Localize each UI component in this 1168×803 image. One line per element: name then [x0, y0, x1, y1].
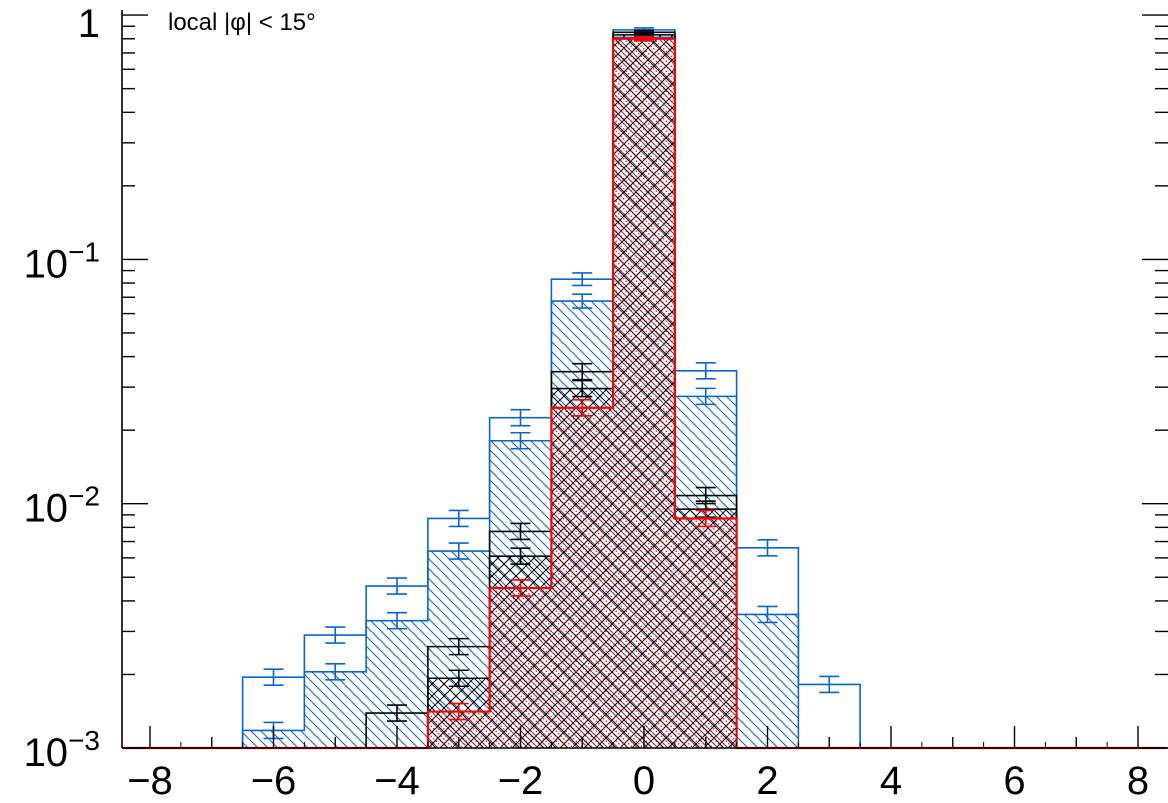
x-tick-label: 0: [633, 759, 655, 803]
series-0-error-bar: [387, 577, 407, 595]
series-1-error-bar: [448, 542, 469, 560]
series-4-error-bar: [510, 579, 531, 597]
series-0-error-bar: [757, 538, 778, 557]
y-tick-label: 10−3: [24, 725, 100, 775]
y-tick-label: 10−2: [24, 481, 100, 531]
series-0-error-bar: [448, 509, 469, 528]
series-1-error-bar: [757, 605, 778, 624]
series-group: [122, 27, 1166, 750]
series-0-error-bar: [819, 675, 840, 694]
selection-annotation: local |φ| < 15°: [168, 9, 316, 36]
series-1-error-bar: [695, 387, 716, 406]
series-1-error-bar: [510, 431, 531, 450]
series-0-error-bar: [695, 361, 716, 380]
series-0-error-bar: [263, 668, 284, 686]
series-4-bin-fill: [674, 518, 737, 748]
x-tick-label: 6: [1003, 759, 1025, 803]
axes-group: [121, 10, 1168, 749]
series-0-error-bar: [325, 626, 346, 644]
series-2-error-bar: [572, 362, 593, 381]
series-4-bin-fill: [489, 587, 552, 748]
x-tick-label: 8: [1127, 759, 1149, 803]
tick-labels-group: −8 −6 −4 −2 0 2 4 6 8 1 10−1 10−2 10−3: [24, 2, 1150, 803]
series-4-error-bar: [695, 509, 716, 528]
x-tick-label: −8: [127, 759, 173, 803]
x-tick-label: −2: [498, 759, 544, 803]
y-tick-label: 1: [78, 2, 100, 46]
series-2-error-bar: [387, 704, 407, 722]
series-1-error-bar: [325, 663, 346, 681]
series-4-bin-fill: [551, 407, 614, 748]
x-tick-label: 2: [756, 759, 778, 803]
series-1-error-bar: [572, 293, 593, 309]
series-4-error-bar: [448, 702, 469, 721]
series-3-error-bar: [448, 669, 469, 688]
series-0-error-bar: [510, 408, 531, 427]
series-4-bin-fill: [613, 38, 675, 748]
y-tick-label: 10−1: [24, 236, 100, 286]
series-4-error-bar: [572, 398, 593, 417]
series-1-bin-fill: [736, 614, 799, 748]
series-1-error-bar: [387, 611, 407, 630]
series-4-error-bar: [634, 35, 654, 42]
series-0-error-bar: [572, 272, 593, 287]
x-tick-label: 4: [880, 759, 902, 803]
x-tick-label: −6: [251, 759, 297, 803]
series-3-error-bar: [510, 547, 531, 565]
series-3-error-bar: [572, 379, 593, 398]
series-2-error-bar: [510, 522, 531, 541]
x-tick-label: −4: [374, 759, 420, 803]
series-2-error-bar: [448, 637, 469, 656]
series-1-bin-fill: [304, 671, 367, 748]
